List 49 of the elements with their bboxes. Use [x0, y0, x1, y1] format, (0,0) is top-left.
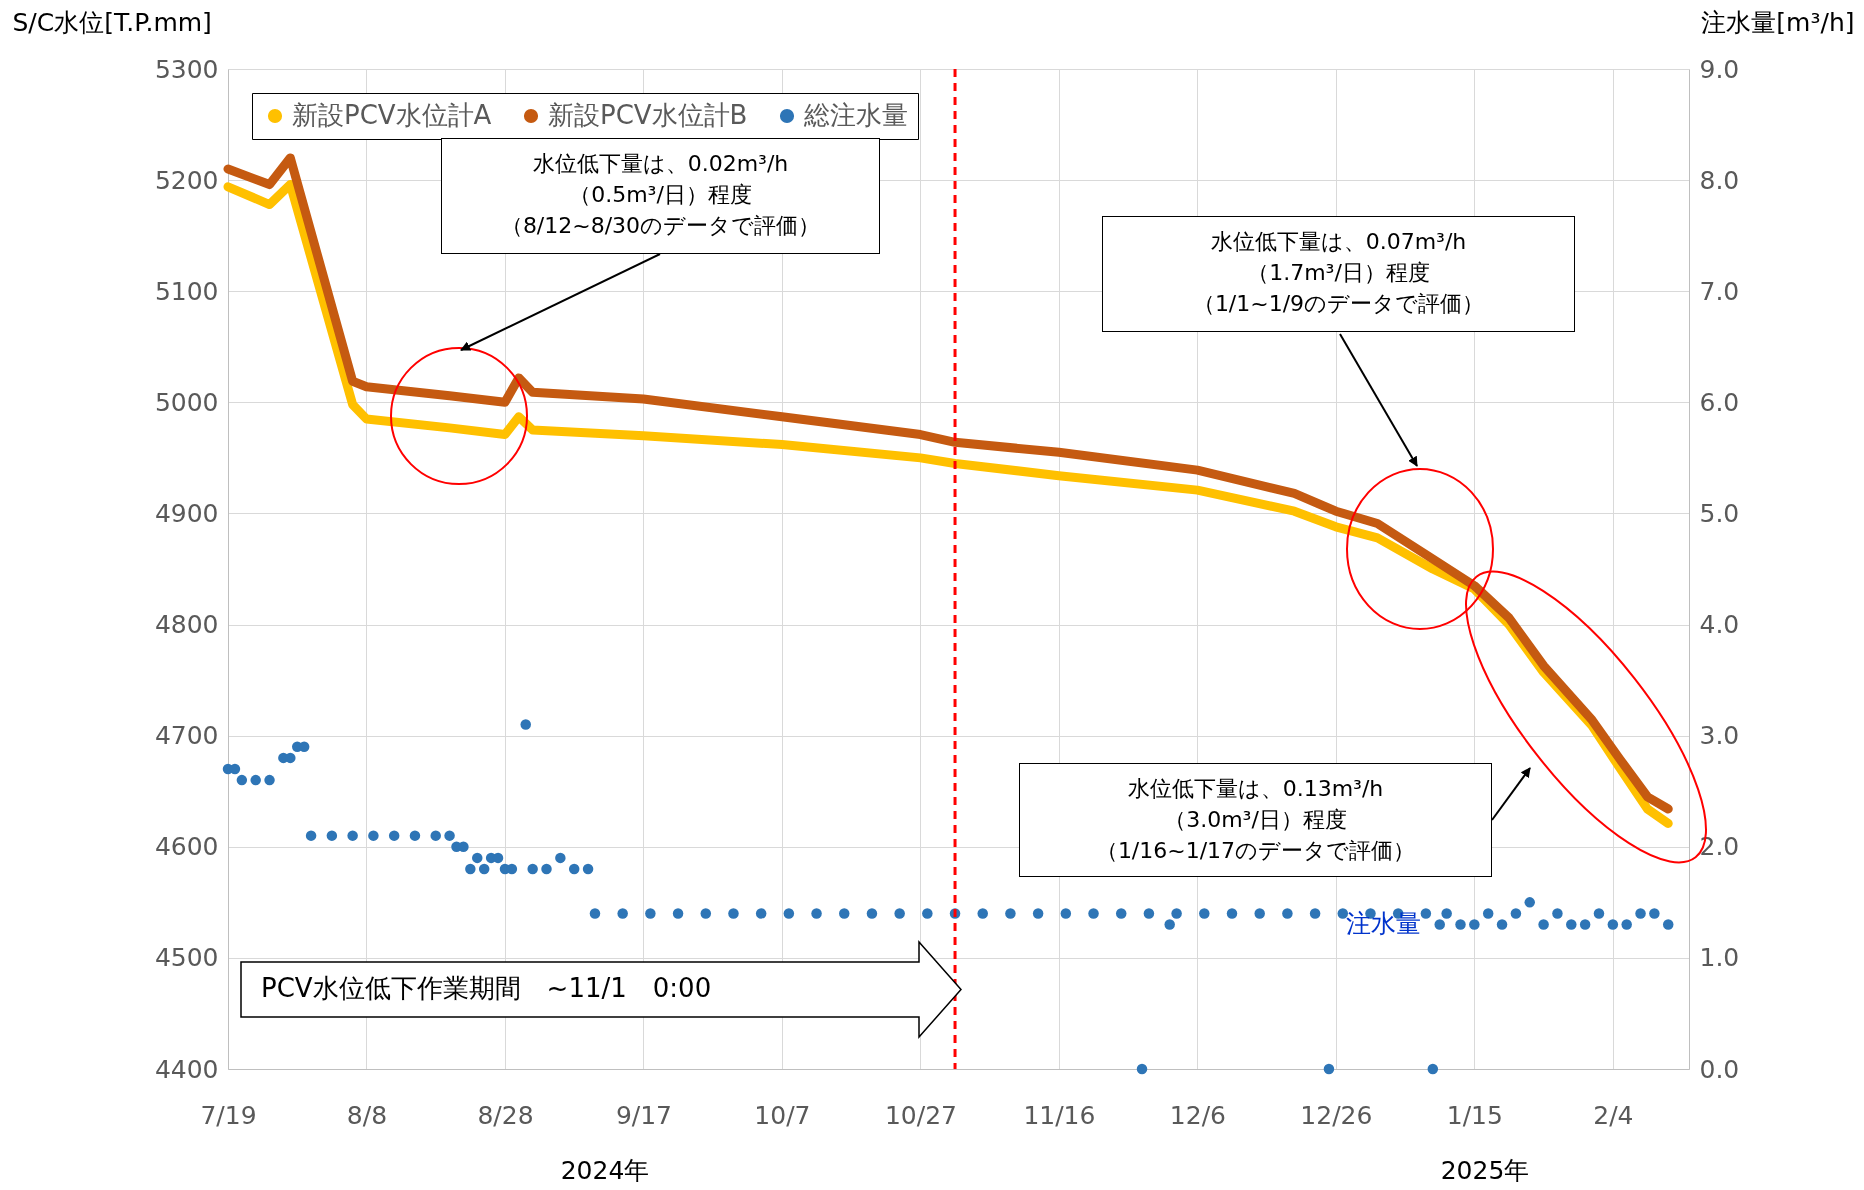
y-tick-label: 5300: [154, 54, 219, 84]
annotation: （1/1~1/9のデータで評価）: [1191, 290, 1486, 318]
x-tick-label: 8/8: [346, 1100, 388, 1130]
annotation: 注水量: [1344, 908, 1422, 940]
y-tick-label: 5000: [154, 387, 219, 417]
y2-tick-label: 8.0: [1699, 165, 1740, 195]
annotation: 水位低下量は、0.07m³/h: [1209, 228, 1468, 256]
y-tick-label: 4700: [154, 721, 219, 751]
x-tick-label: 12/6: [1169, 1100, 1226, 1130]
annotation: PCV水位低下作業期間 ~11/1 0:00: [261, 972, 712, 1005]
y2-tick-label: 4.0: [1699, 610, 1740, 640]
y-tick-label: 4400: [154, 1054, 219, 1084]
legend-label: 新設PCV水位計A: [292, 100, 492, 130]
y2-axis-title: 注水量[m³/h]: [1701, 7, 1855, 37]
y2-tick-label: 7.0: [1699, 276, 1740, 306]
annotation: 水位低下量は、0.02m³/h: [531, 150, 790, 178]
x-tick-label: 10/27: [884, 1100, 957, 1130]
y-tick-label: 5100: [154, 276, 219, 306]
y-tick-label: 4500: [154, 943, 219, 973]
annotation: （1.7m³/日）程度: [1246, 259, 1431, 287]
x-tick-label: 2/4: [1593, 1100, 1634, 1130]
y2-tick-label: 0.0: [1699, 1054, 1740, 1084]
x-tick-label: 9/17: [615, 1100, 673, 1130]
text: 2025年: [1439, 1155, 1531, 1187]
annotation: 水位低下量は、0.13m³/h: [1126, 775, 1385, 803]
legend-label: 総注水量: [803, 100, 908, 130]
legend-label: 新設PCV水位計B: [548, 100, 748, 130]
y2-tick-label: 5.0: [1699, 498, 1740, 528]
annotation: （0.5m³/日）程度: [568, 181, 753, 209]
text: 2024年: [559, 1155, 651, 1187]
y-tick-label: 5200: [154, 165, 219, 195]
x-tick-label: 8/28: [477, 1100, 534, 1130]
y2-tick-label: 1.0: [1699, 943, 1740, 973]
y2-tick-label: 9.0: [1699, 54, 1740, 84]
y-tick-label: 4600: [154, 832, 219, 862]
y2-tick-label: 3.0: [1699, 721, 1740, 751]
annotation: （8/12~8/30のデータで評価）: [499, 212, 822, 240]
y-tick-label: 4900: [154, 498, 219, 528]
x-tick-label: 7/19: [200, 1100, 257, 1130]
annotation: （1/16~1/17のデータで評価）: [1094, 837, 1417, 865]
y-axis-title: S/C水位[T.P.mm]: [12, 7, 212, 37]
x-tick-label: 11/16: [1023, 1100, 1096, 1130]
x-tick-label: 12/26: [1300, 1100, 1373, 1130]
x-tick-label: 1/15: [1446, 1100, 1503, 1130]
y2-tick-label: 6.0: [1699, 387, 1740, 417]
x-tick-label: 10/7: [754, 1100, 811, 1130]
annotation: （3.0m³/日）程度: [1163, 806, 1348, 834]
y2-tick-label: 2.0: [1699, 832, 1740, 862]
y-tick-label: 4800: [154, 610, 219, 640]
